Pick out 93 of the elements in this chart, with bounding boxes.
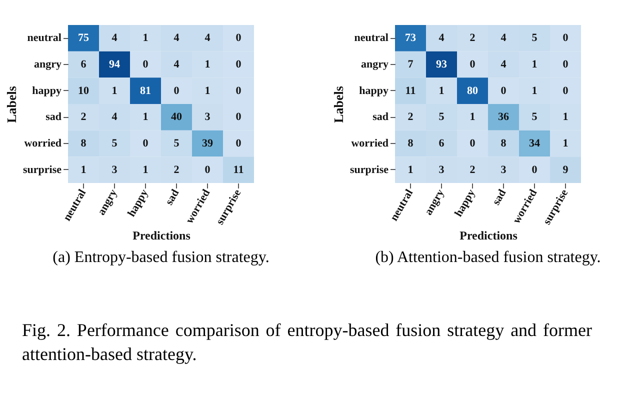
data-label: 80 xyxy=(467,84,478,97)
data-label: 4 xyxy=(500,58,507,70)
data-label: 0 xyxy=(562,58,569,70)
data-label: 0 xyxy=(142,58,149,70)
data-label: 39 xyxy=(202,138,214,150)
data-label: 4 xyxy=(500,32,507,44)
data-label: 1 xyxy=(532,58,538,70)
data-label: 40 xyxy=(171,111,182,124)
data-label: 3 xyxy=(438,164,445,176)
data-label: 3 xyxy=(204,111,211,124)
data-label: 4 xyxy=(112,32,118,44)
data-label: 3 xyxy=(112,164,118,176)
data-label: 0 xyxy=(562,32,569,44)
data-label: 1 xyxy=(204,84,210,97)
y-tick-label: happy xyxy=(359,84,389,97)
data-label: 34 xyxy=(529,138,540,150)
data-label: 4 xyxy=(438,32,445,44)
data-label: 8 xyxy=(408,138,414,150)
data-label: 0 xyxy=(500,84,507,97)
data-label: 9 xyxy=(562,164,569,176)
data-label: 1 xyxy=(562,111,568,124)
x-axis-title: Predictions xyxy=(460,228,518,242)
data-label: 2 xyxy=(470,32,476,44)
data-label: 2 xyxy=(174,164,180,176)
y-tick-label: worried xyxy=(24,138,62,150)
y-tick-label: surprise xyxy=(350,164,389,176)
data-label: 75 xyxy=(78,32,90,44)
data-label: 1 xyxy=(142,32,148,44)
data-label: 11 xyxy=(405,84,416,97)
data-label: 0 xyxy=(236,84,242,97)
data-label: 3 xyxy=(500,164,507,176)
data-label: 2 xyxy=(470,164,476,176)
y-tick-label: angry xyxy=(34,58,62,70)
data-label: 2 xyxy=(408,111,414,124)
y-tick-label: sad xyxy=(46,111,62,124)
y-tick-label: neutral xyxy=(27,32,62,44)
data-label: 0 xyxy=(236,138,242,150)
data-label: 4 xyxy=(174,32,180,44)
data-label: 0 xyxy=(204,164,211,176)
y-axis-title: Labels xyxy=(4,86,19,123)
data-label: 1 xyxy=(562,138,568,150)
data-label: 5 xyxy=(532,111,538,124)
data-label: 1 xyxy=(438,84,444,97)
y-tick-label: angry xyxy=(361,58,389,70)
data-label: 11 xyxy=(233,164,244,176)
y-tick-label: happy xyxy=(32,84,62,97)
data-label: 1 xyxy=(112,84,118,97)
data-label: 1 xyxy=(470,111,476,124)
data-label: 7 xyxy=(408,58,414,70)
data-label: 0 xyxy=(142,138,149,150)
data-label: 0 xyxy=(562,84,569,97)
y-tick-label: worried xyxy=(351,138,388,150)
data-label: 94 xyxy=(109,58,120,70)
data-label: 5 xyxy=(112,138,118,150)
data-label: 5 xyxy=(438,111,445,124)
data-label: 0 xyxy=(236,58,242,70)
data-label: 0 xyxy=(236,32,242,44)
data-label: 0 xyxy=(236,111,242,124)
text: (b) Attention-based fusion strategy. xyxy=(375,248,601,266)
data-label: 2 xyxy=(80,111,87,124)
data-label: 1 xyxy=(532,84,538,97)
data-label: 1 xyxy=(408,164,414,176)
data-label: 1 xyxy=(142,164,148,176)
data-label: 0 xyxy=(532,164,538,176)
data-label: 81 xyxy=(140,84,151,97)
data-label: 6 xyxy=(438,138,445,150)
y-tick-label: surprise xyxy=(23,164,62,176)
data-label: 0 xyxy=(174,84,180,97)
data-label: 6 xyxy=(80,58,87,70)
data-label: 4 xyxy=(174,58,180,70)
data-label: 5 xyxy=(532,32,538,44)
data-label: 0 xyxy=(470,138,476,150)
y-tick-label: sad xyxy=(372,111,388,124)
data-label: 4 xyxy=(204,32,211,44)
data-label: 4 xyxy=(112,111,118,124)
data-label: 0 xyxy=(470,58,476,70)
data-label: 5 xyxy=(174,138,180,150)
data-label: 8 xyxy=(500,138,507,150)
data-label: 36 xyxy=(498,111,510,124)
data-label: 1 xyxy=(142,111,148,124)
data-label: 1 xyxy=(204,58,210,70)
x-axis-title: Predictions xyxy=(132,228,191,242)
text: (a) Entropy-based fusion strategy. xyxy=(52,248,270,266)
data-label: 10 xyxy=(78,84,90,97)
y-axis-title: Labels xyxy=(331,86,346,123)
data-label: 1 xyxy=(80,164,86,176)
data-label: 93 xyxy=(436,58,448,70)
x-tick-label: sad xyxy=(163,188,182,208)
x-tick-label: sad xyxy=(490,188,509,208)
y-tick-label: neutral xyxy=(354,32,388,44)
data-label: 8 xyxy=(80,138,87,150)
data-label: 73 xyxy=(405,32,416,44)
caption: Fig. 2. Performance comparison of entropy-based fusion strategy and former attention-based strategy. xyxy=(22,319,592,366)
